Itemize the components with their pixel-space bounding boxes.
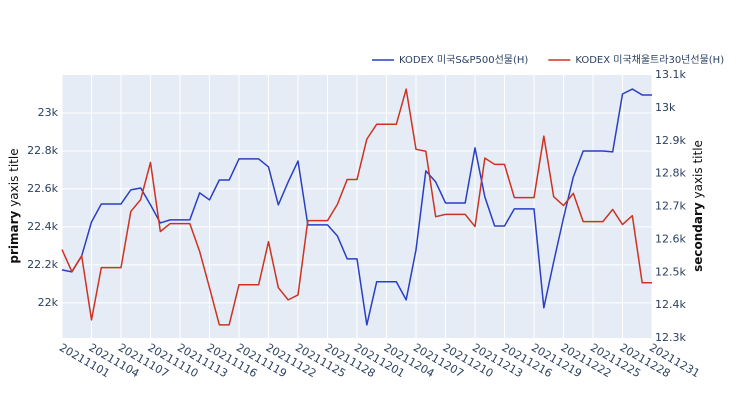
y-tick-label: 22.6k <box>27 182 58 195</box>
y-axis-title-bold: primary <box>7 210 21 263</box>
y2-tick-label: 12.9k <box>655 134 686 147</box>
y-tick-label: 22.2k <box>27 258 58 271</box>
y2-tick-label: 12.8k <box>655 167 686 180</box>
y-tick-label: 23k <box>38 106 59 119</box>
y-axis-title: primary yaxis title <box>7 148 21 263</box>
legend: KODEX 미국S&P500선물(H) KODEX 미국채울트라30년선물(H) <box>372 54 724 66</box>
y-tick-label: 22.8k <box>27 144 58 157</box>
y2-tick-label: 12.4k <box>655 298 686 311</box>
y2-tick-label: 12.5k <box>655 265 686 278</box>
series-line <box>61 88 652 326</box>
y2-tick-label: 13k <box>655 101 676 114</box>
legend-label: KODEX 미국채울트라30년선물(H) <box>575 54 724 66</box>
y2-tick-label: 12.7k <box>655 200 686 213</box>
lines <box>61 88 652 326</box>
y-tick-label: 22.4k <box>27 220 58 233</box>
y2-axis-title-bold: secondary <box>691 202 705 272</box>
y2-tick-label: 13.1k <box>655 68 686 81</box>
grid <box>61 75 653 338</box>
y2-axis-title-rest: yaxis title <box>691 140 705 202</box>
y2-axis-title: secondary yaxis title <box>691 140 705 272</box>
y2-tick-label: 12.3k <box>655 331 686 344</box>
y2-tick-label: 12.6k <box>655 232 686 245</box>
y-tick-label: 22k <box>38 296 59 309</box>
y-axis-title-rest: yaxis title <box>7 148 21 210</box>
legend-label: KODEX 미국S&P500선물(H) <box>399 54 528 66</box>
series-line <box>61 88 652 326</box>
